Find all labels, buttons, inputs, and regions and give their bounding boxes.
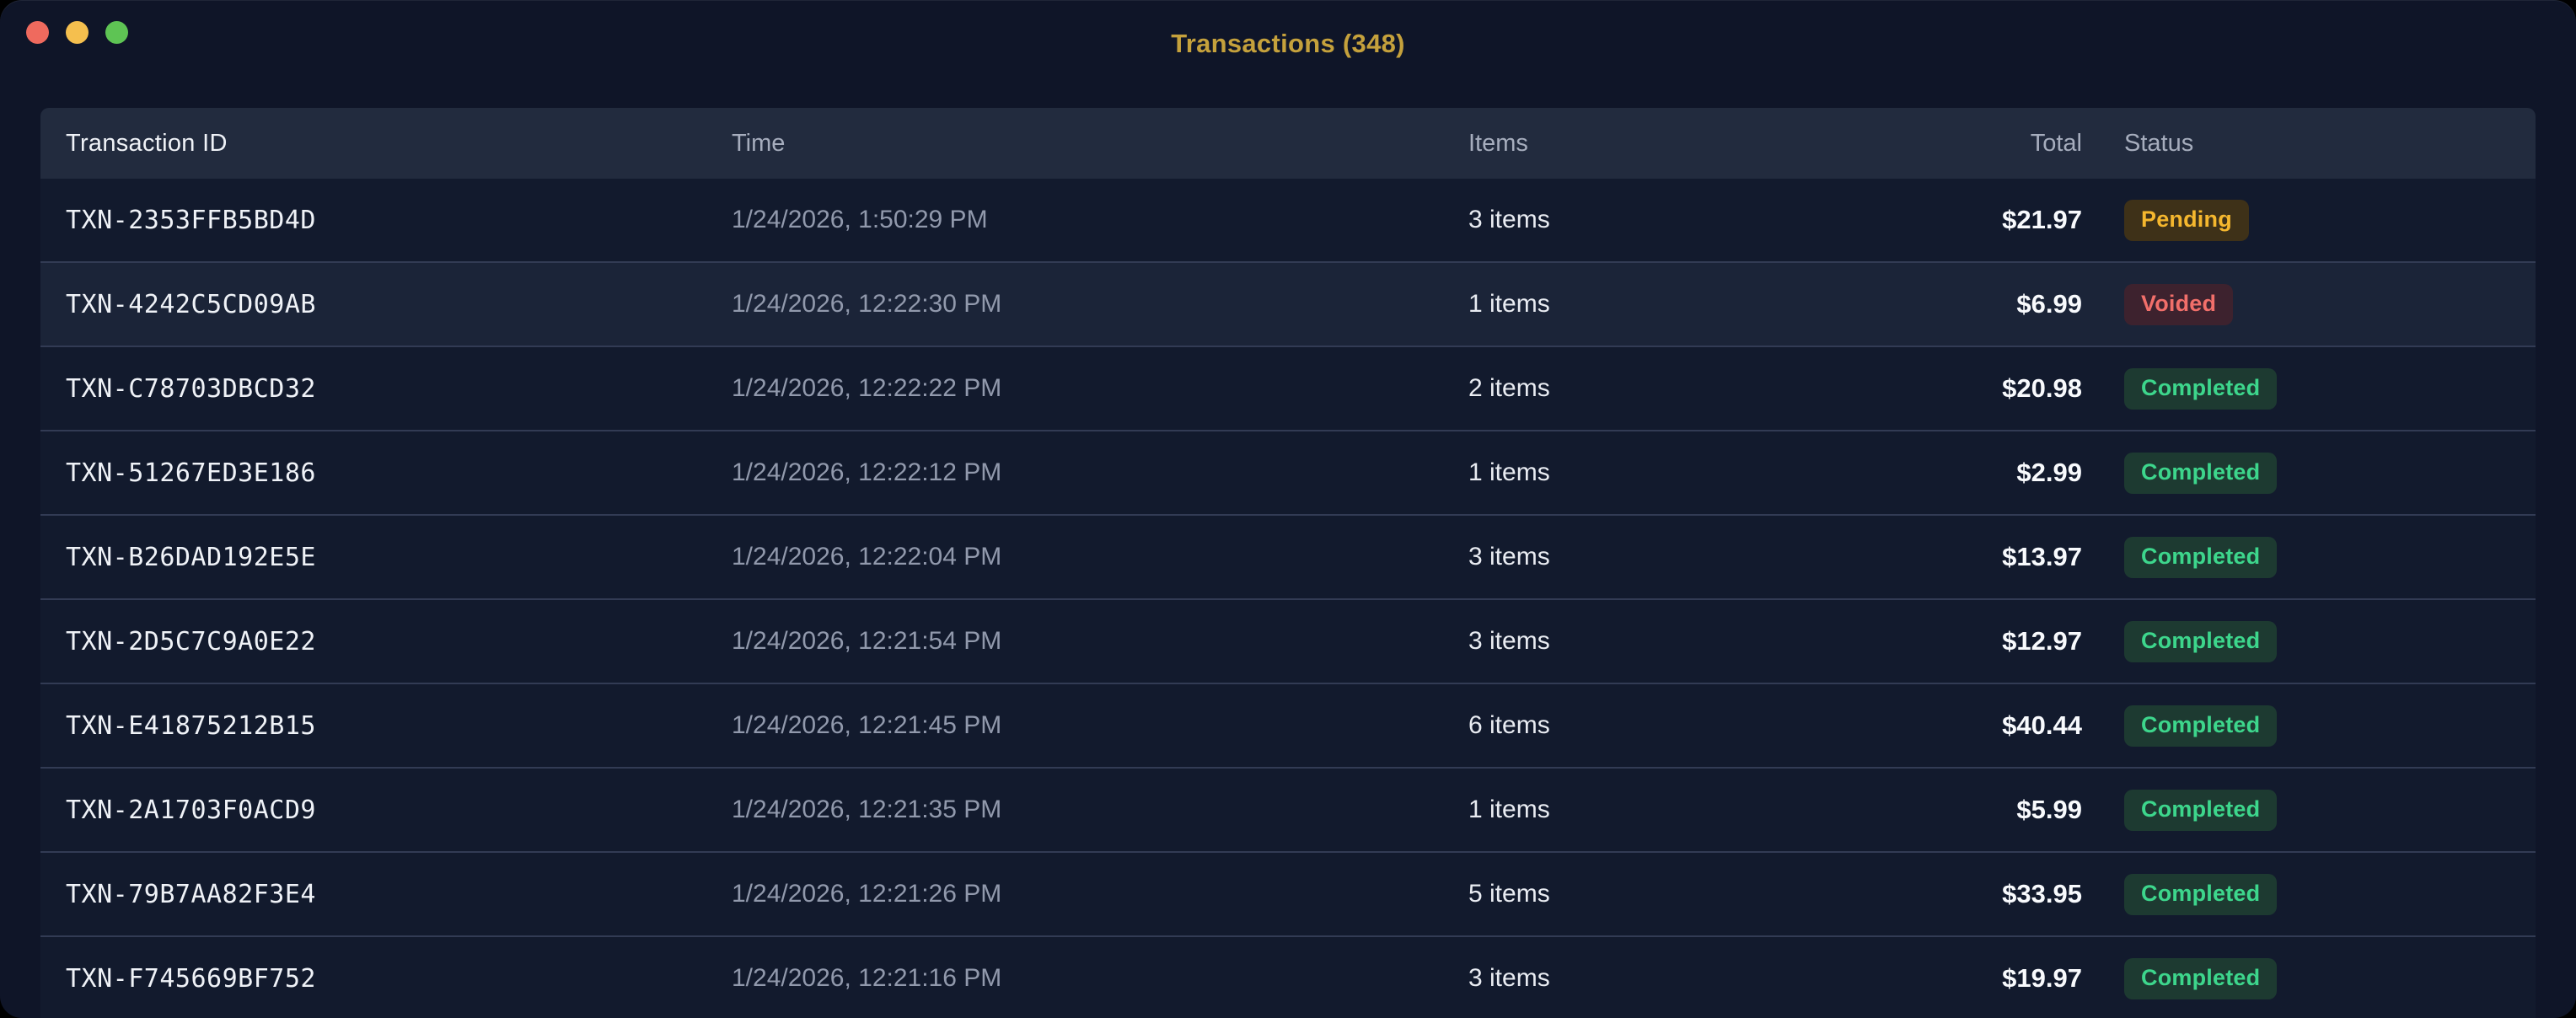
status-cell: Pending — [2082, 199, 2536, 241]
status-badge: Completed — [2124, 789, 2278, 831]
items-cell: 2 items — [1468, 374, 1550, 402]
items-cell: 1 items — [1468, 458, 1550, 486]
status-cell: Voided — [2082, 283, 2536, 325]
time-cell: 1/24/2026, 12:21:54 PM — [732, 627, 1002, 655]
total-cell: $5.99 — [2016, 795, 2082, 824]
transaction-id-cell: TXN-2D5C7C9A0E22 — [66, 626, 316, 656]
table-row[interactable]: TXN-4242C5CD09AB 1/24/2026, 12:22:30 PM … — [40, 263, 2536, 347]
transaction-id-cell: TXN-E41875212B15 — [66, 710, 316, 741]
transaction-id-cell: TXN-4242C5CD09AB — [66, 289, 316, 319]
column-header-time: Time — [732, 129, 786, 157]
status-cell: Completed — [2082, 452, 2536, 494]
total-cell: $12.97 — [2002, 626, 2082, 656]
status-cell: Completed — [2082, 873, 2536, 915]
items-cell: 1 items — [1468, 290, 1550, 318]
items-cell: 3 items — [1468, 964, 1550, 992]
table-row[interactable]: TXN-2A1703F0ACD9 1/24/2026, 12:21:35 PM … — [40, 769, 2536, 853]
traffic-lights — [26, 21, 128, 44]
status-badge: Completed — [2124, 705, 2278, 747]
column-header-transaction-id: Transaction ID — [66, 129, 228, 157]
items-cell: 3 items — [1468, 627, 1550, 655]
items-cell: 6 items — [1468, 711, 1550, 739]
close-button[interactable] — [26, 21, 49, 44]
time-cell: 1/24/2026, 12:22:12 PM — [732, 458, 1002, 486]
items-cell: 5 items — [1468, 880, 1550, 908]
status-badge: Completed — [2124, 873, 2278, 915]
zoom-button[interactable] — [105, 21, 128, 44]
status-badge: Completed — [2124, 620, 2278, 662]
items-cell: 1 items — [1468, 796, 1550, 823]
transaction-id-cell: TXN-F745669BF752 — [66, 963, 316, 994]
time-cell: 1/24/2026, 12:22:22 PM — [732, 374, 1002, 402]
total-cell: $20.98 — [2002, 373, 2082, 403]
total-cell: $40.44 — [2002, 710, 2082, 740]
status-badge: Completed — [2124, 957, 2278, 999]
table-row[interactable]: TXN-C78703DBCD32 1/24/2026, 12:22:22 PM … — [40, 347, 2536, 431]
status-cell: Completed — [2082, 789, 2536, 831]
total-cell: $2.99 — [2016, 458, 2082, 487]
table-row[interactable]: TXN-2353FFB5BD4D 1/24/2026, 1:50:29 PM 3… — [40, 179, 2536, 263]
status-cell: Completed — [2082, 620, 2536, 662]
items-cell: 3 items — [1468, 206, 1550, 233]
time-cell: 1/24/2026, 1:50:29 PM — [732, 206, 988, 233]
transaction-id-cell: TXN-79B7AA82F3E4 — [66, 879, 316, 909]
status-badge: Completed — [2124, 367, 2278, 410]
total-cell: $6.99 — [2016, 289, 2082, 319]
status-cell: Completed — [2082, 705, 2536, 747]
status-cell: Completed — [2082, 536, 2536, 578]
status-badge: Completed — [2124, 536, 2278, 578]
table-row[interactable]: TXN-79B7AA82F3E4 1/24/2026, 12:21:26 PM … — [40, 853, 2536, 937]
table-header-row: Transaction ID Time Items Total Status — [40, 108, 2536, 179]
transaction-id-cell: TXN-C78703DBCD32 — [66, 373, 316, 404]
table-row[interactable]: TXN-51267ED3E186 1/24/2026, 12:22:12 PM … — [40, 431, 2536, 516]
table-row[interactable]: TXN-E41875212B15 1/24/2026, 12:21:45 PM … — [40, 684, 2536, 769]
status-badge: Completed — [2124, 452, 2278, 494]
time-cell: 1/24/2026, 12:22:30 PM — [732, 290, 1002, 318]
time-cell: 1/24/2026, 12:21:16 PM — [732, 964, 1002, 992]
table-row[interactable]: TXN-2D5C7C9A0E22 1/24/2026, 12:21:54 PM … — [40, 600, 2536, 684]
total-cell: $33.95 — [2002, 879, 2082, 908]
page-title: Transactions (348) — [1171, 29, 1405, 58]
status-badge: Voided — [2124, 283, 2234, 325]
total-cell: $13.97 — [2002, 542, 2082, 571]
items-cell: 3 items — [1468, 543, 1550, 571]
time-cell: 1/24/2026, 12:21:45 PM — [732, 711, 1002, 739]
column-header-total: Total — [2030, 129, 2082, 157]
table-row[interactable]: TXN-B26DAD192E5E 1/24/2026, 12:22:04 PM … — [40, 516, 2536, 600]
time-cell: 1/24/2026, 12:22:04 PM — [732, 543, 1002, 571]
title-bar: Transactions (348) — [0, 0, 2576, 88]
table-row[interactable]: TXN-F745669BF752 1/24/2026, 12:21:16 PM … — [40, 937, 2536, 1018]
transaction-id-cell: TXN-2353FFB5BD4D — [66, 205, 316, 235]
transactions-table: Transaction ID Time Items Total Status T… — [40, 108, 2536, 1018]
status-cell: Completed — [2082, 957, 2536, 999]
transaction-id-cell: TXN-B26DAD192E5E — [66, 542, 316, 572]
minimize-button[interactable] — [66, 21, 89, 44]
table-body: TXN-2353FFB5BD4D 1/24/2026, 1:50:29 PM 3… — [40, 179, 2536, 1018]
column-header-status: Status — [2124, 129, 2194, 157]
total-cell: $19.97 — [2002, 963, 2082, 993]
transaction-id-cell: TXN-2A1703F0ACD9 — [66, 795, 316, 825]
status-cell: Completed — [2082, 367, 2536, 410]
transaction-id-cell: TXN-51267ED3E186 — [66, 458, 316, 488]
time-cell: 1/24/2026, 12:21:35 PM — [732, 796, 1002, 823]
column-header-items: Items — [1468, 129, 1528, 157]
total-cell: $21.97 — [2002, 205, 2082, 234]
status-badge: Pending — [2124, 199, 2249, 241]
time-cell: 1/24/2026, 12:21:26 PM — [732, 880, 1002, 908]
